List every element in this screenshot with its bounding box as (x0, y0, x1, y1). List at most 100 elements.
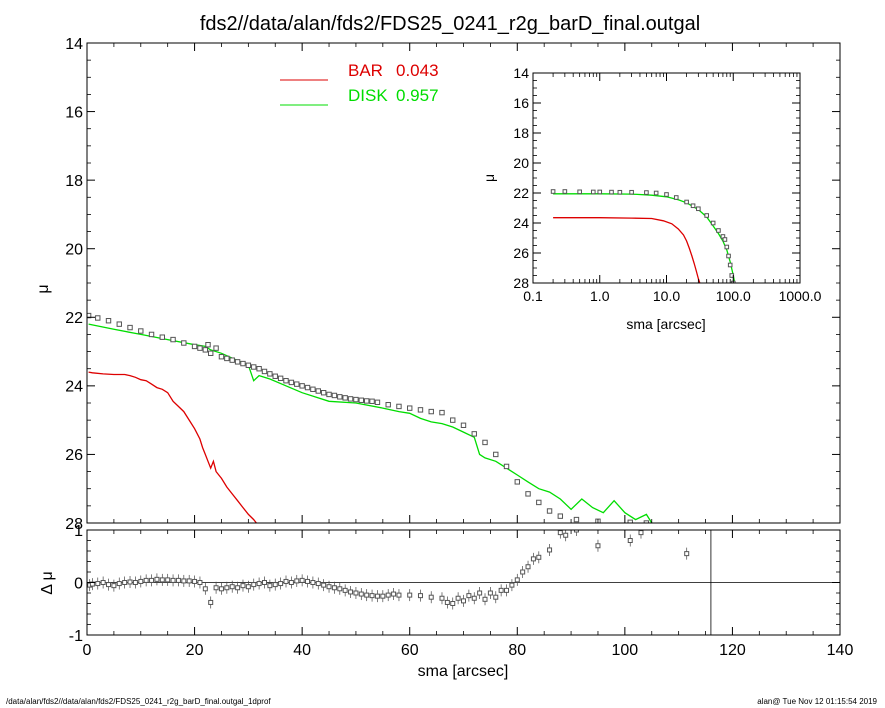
data-point (315, 581, 321, 587)
data-point (498, 587, 504, 593)
data-point (337, 586, 343, 592)
data-point (105, 318, 112, 324)
x-tick-label: 20 (186, 642, 204, 659)
y-tick-label: 0 (74, 575, 83, 592)
data-point (653, 190, 659, 196)
data-point (380, 593, 386, 599)
y-tick-label: 28 (65, 516, 83, 533)
data-point (278, 581, 284, 587)
data-point (218, 586, 224, 592)
data-point (536, 554, 542, 560)
y-tick-label: 16 (513, 95, 529, 111)
data-point (722, 237, 728, 242)
data-point (197, 580, 203, 585)
legend: BAR 0.043 DISK 0.957 (280, 61, 439, 106)
data-point (471, 431, 477, 437)
data-point (331, 585, 337, 591)
data-point (509, 582, 515, 588)
data-point (288, 379, 295, 386)
data-point (627, 538, 633, 543)
data-point (175, 577, 181, 583)
data-point (320, 390, 327, 396)
data-point (337, 394, 343, 400)
data-point (428, 408, 434, 415)
data-point (385, 402, 391, 408)
data-point (116, 321, 122, 327)
data-point (673, 195, 679, 200)
y-tick-label: 26 (513, 245, 529, 261)
data-point (251, 364, 257, 370)
data-point (159, 577, 165, 583)
data-point (256, 581, 262, 587)
data-point (466, 593, 472, 599)
data-point (224, 355, 230, 362)
residual-y-axis-label: Δ μ (39, 571, 56, 594)
data-point (208, 599, 214, 605)
data-point (143, 577, 149, 583)
data-point (482, 439, 488, 446)
data-point (439, 409, 445, 416)
data-point (138, 328, 144, 334)
data-point (696, 206, 701, 212)
data-point (363, 398, 370, 404)
data-point (197, 345, 203, 351)
main-panel: 14 16 18 20 22 24 26 28 μ BAR 0.043 DISK 0.957 (35, 36, 841, 533)
data-point (181, 340, 187, 346)
data-point (181, 578, 187, 584)
data-point (557, 530, 563, 536)
data-point (530, 556, 536, 562)
y-tick-label: 22 (513, 185, 529, 201)
data-point (272, 582, 278, 588)
data-point (159, 334, 166, 340)
data-point (525, 564, 531, 570)
data-point (170, 577, 176, 583)
data-point (111, 583, 117, 589)
y-tick-label: 14 (513, 65, 529, 81)
data-point (716, 228, 721, 233)
data-point (369, 398, 375, 404)
data-point (664, 192, 669, 197)
data-point (396, 403, 402, 410)
x-tick-label: 0 (83, 642, 92, 659)
data-point (310, 580, 316, 585)
y-tick-label: 16 (65, 104, 83, 121)
y-tick-label: 24 (65, 379, 83, 396)
data-point (557, 513, 564, 519)
legend-value-bar: 0.043 (396, 61, 439, 80)
data-point (229, 584, 235, 590)
y-tick-label: 28 (513, 275, 529, 291)
y-tick-label: 20 (65, 241, 83, 258)
data-point (132, 580, 138, 585)
data-point (148, 331, 155, 338)
data-point (294, 578, 300, 584)
data-point (202, 347, 209, 353)
data-point (299, 577, 305, 583)
data-point (245, 584, 251, 590)
data-point (304, 384, 311, 391)
data-points-residual (87, 530, 690, 610)
data-point (460, 422, 467, 428)
data-point (724, 244, 730, 250)
data-point (536, 499, 542, 506)
data-point (503, 463, 510, 470)
x-tick-label: 100.0 (716, 288, 751, 304)
data-point (348, 589, 354, 595)
data-point (444, 599, 450, 605)
data-point (595, 543, 601, 549)
data-point (202, 586, 208, 592)
data-point (597, 189, 603, 195)
y-tick-label: 26 (65, 447, 83, 464)
data-point (573, 516, 580, 523)
data-point (205, 342, 211, 348)
data-point (358, 397, 365, 403)
x-axis-label: sma [arcsec] (418, 663, 509, 680)
data-point (726, 253, 731, 259)
data-point (590, 189, 596, 195)
data-point (471, 595, 477, 601)
data-point (272, 373, 278, 379)
data-points-inset (550, 189, 736, 283)
data-point (235, 585, 241, 591)
data-point (224, 585, 230, 591)
data-point (256, 366, 262, 372)
x-tick-label: 10.0 (653, 288, 680, 304)
